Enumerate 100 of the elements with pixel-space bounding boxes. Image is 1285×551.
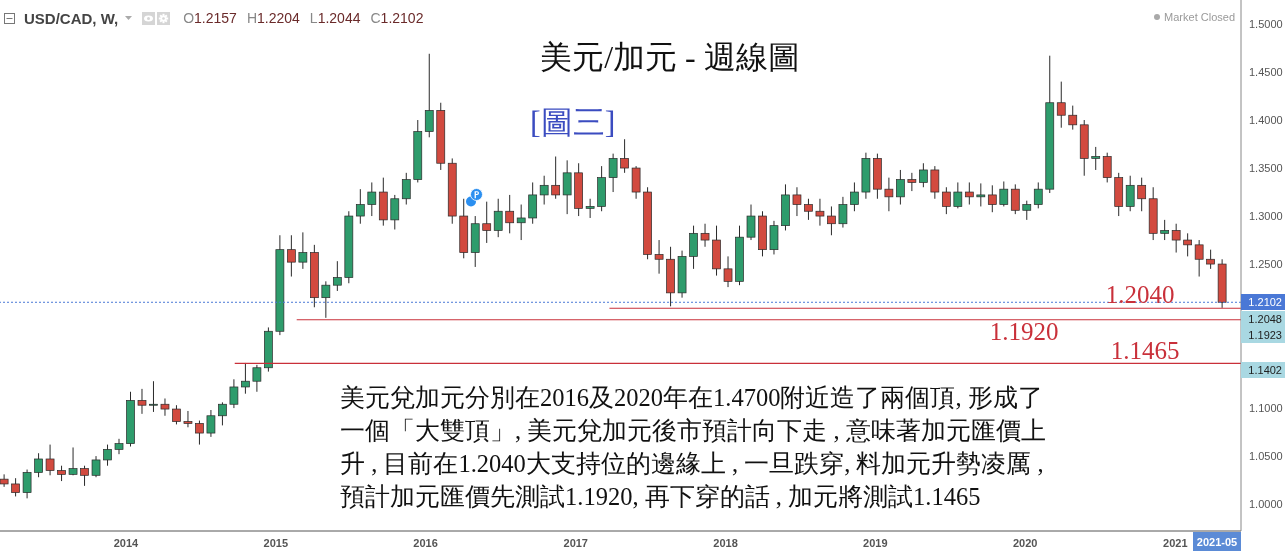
candlestick [631,165,641,200]
candlestick [562,159,572,215]
y-tick-label: 1.3000 [1249,209,1283,222]
candlestick [114,438,124,455]
ref-line-label: 1.2102 [1248,296,1282,309]
candlestick [390,194,400,230]
candlestick [654,239,664,275]
candlestick [516,204,526,241]
candlestick [103,444,112,467]
candlestick [424,53,434,138]
candlestick [493,198,503,238]
candlestick [896,169,905,206]
candlestick [505,194,515,234]
candlestick [1194,239,1204,278]
candlestick [999,180,1009,207]
annotation: [圖三] [530,104,616,140]
candlestick [539,175,549,206]
candlestick [987,184,997,213]
candlestick [0,473,9,488]
candlestick [298,231,308,270]
candlestick [137,388,147,415]
candlestick [401,172,411,206]
candlestick [183,410,193,428]
candlestick [1137,177,1147,212]
candlestick [804,198,813,221]
series-label: 1.2040 [1105,281,1175,310]
candlestick [1125,175,1135,212]
x-tick-label: 2018 [713,536,738,549]
annotation: O1.2157 H1.2204 L1.2044 C1.2102 [183,10,424,26]
candlestick [160,397,170,417]
candlestick [1171,223,1181,254]
series-label: 1.1465 [1110,337,1180,366]
candlestick [1091,146,1101,171]
candlestick [850,181,859,212]
candlestick [1033,181,1043,209]
text: 1.2048 [1248,312,1282,325]
candlestick [1010,183,1020,215]
candlestick [620,138,629,174]
x-tick-label: 2017 [563,536,589,549]
candlestick [528,181,538,225]
y-tick-label: 1.2500 [1249,257,1283,270]
candlestick [815,198,825,227]
candlestick [689,225,698,270]
candlestick [976,182,986,207]
candlestick [11,477,20,497]
x-tick-label: 2021 [1163,536,1188,549]
candlestick [585,198,595,219]
text: 1.1402 [1248,363,1282,376]
candlestick [551,156,561,200]
candlestick [907,172,917,192]
candlestick [1183,232,1192,257]
candlestick [1160,219,1170,241]
candlestick [91,455,101,478]
candlestick [332,260,342,292]
candlestick [149,380,158,413]
annotation: 美元兌加元分別在2016及2020年在1.4700附近造了兩個頂, 形成了一個「大雙頂」, 美元兌加元後市預計向下走 , 意味著加元匯價上升 , 目前在1.2040大支持位的邊緣上 , 一旦跌穿, 料加元升勢凌厲 ,預計加元匯價先測試1.1920, 再下穿的話 , 加元將測試1.1465 [340,383,1047,512]
candlestick [195,420,204,446]
y-tick-label: 1.0000 [1249,498,1283,511]
candlestick [964,181,974,206]
candlestick [229,378,239,409]
y-tick-label: 1.1000 [1249,402,1283,414]
candlestick [1056,81,1066,129]
candlestick [218,401,227,426]
candlestick [746,204,756,241]
candlestick [1022,200,1032,221]
candlestick [287,234,296,278]
text: 美元/加元 - 週線圖 [540,39,800,75]
candlestick [953,181,963,209]
y-tick-label: 1.0500 [1249,450,1283,463]
candlestick [355,188,365,225]
text: 2021-05 [1196,535,1238,548]
y-tick-label: 1.5000 [1249,17,1283,30]
candlestick [68,446,78,476]
candlestick [1102,152,1112,183]
candlestick [172,404,181,425]
candlestick [608,153,618,193]
text: USD/CAD, W, [24,9,119,27]
y-tick-label: 1.3500 [1249,161,1283,174]
candlestick [884,177,894,212]
candlestick [930,165,940,200]
x-tick-label: 2016 [413,536,438,549]
candlestick [45,444,55,476]
candlestick [919,162,928,188]
candlestick [942,186,951,215]
candlestick [22,469,32,499]
candlestick [321,280,331,319]
candlestick [838,196,848,229]
candlestick [1068,105,1078,131]
candlestick [252,364,262,393]
x-tick-label: 2015 [263,536,289,549]
candlestick [206,409,216,438]
candlestick [367,181,377,217]
annotation: Market Closed [1164,11,1235,23]
candlestick [482,201,492,244]
x-tick-label: 2020 [1012,536,1038,549]
candlestick [1206,249,1215,270]
candlestick [827,205,836,236]
candlestick [792,186,802,217]
x-tick-label: 2014 [113,536,140,549]
text: 1.1923 [1248,328,1282,341]
